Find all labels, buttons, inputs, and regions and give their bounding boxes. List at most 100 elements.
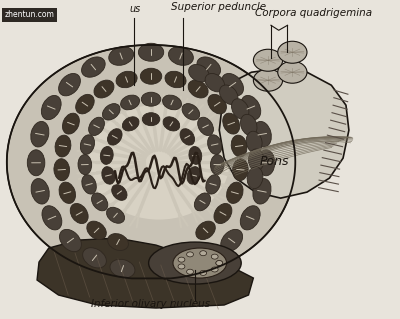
Polygon shape	[219, 68, 349, 198]
Ellipse shape	[214, 204, 232, 224]
Ellipse shape	[187, 269, 194, 274]
Ellipse shape	[189, 146, 202, 164]
Text: zhentun.com: zhentun.com	[5, 10, 55, 19]
Ellipse shape	[232, 99, 249, 119]
Ellipse shape	[108, 234, 128, 250]
Ellipse shape	[180, 129, 194, 145]
Ellipse shape	[206, 175, 220, 194]
Ellipse shape	[200, 251, 206, 256]
Ellipse shape	[165, 71, 186, 88]
Ellipse shape	[82, 175, 96, 194]
Ellipse shape	[253, 69, 283, 91]
Ellipse shape	[100, 146, 113, 164]
Ellipse shape	[253, 179, 271, 204]
Ellipse shape	[196, 248, 220, 268]
Ellipse shape	[78, 155, 92, 174]
Ellipse shape	[31, 179, 49, 204]
Ellipse shape	[278, 61, 307, 83]
Ellipse shape	[196, 221, 215, 240]
Ellipse shape	[223, 113, 240, 134]
Text: Pons: Pons	[260, 155, 290, 168]
Ellipse shape	[208, 135, 222, 154]
Ellipse shape	[221, 229, 243, 252]
Ellipse shape	[82, 57, 105, 77]
Ellipse shape	[55, 135, 71, 157]
Ellipse shape	[240, 114, 257, 136]
Ellipse shape	[109, 47, 134, 65]
Ellipse shape	[62, 113, 79, 134]
Ellipse shape	[189, 64, 209, 82]
Text: Inferior olivary nucleus: Inferior olivary nucleus	[92, 299, 211, 309]
Ellipse shape	[231, 135, 247, 157]
Ellipse shape	[92, 193, 108, 211]
Ellipse shape	[122, 117, 139, 131]
Text: Superior peduncle: Superior peduncle	[170, 2, 266, 12]
Polygon shape	[37, 238, 253, 308]
Ellipse shape	[220, 85, 238, 105]
Ellipse shape	[60, 229, 81, 252]
Ellipse shape	[241, 95, 261, 120]
Ellipse shape	[208, 94, 226, 114]
Ellipse shape	[194, 193, 210, 211]
Ellipse shape	[102, 104, 120, 120]
Ellipse shape	[200, 271, 206, 275]
Ellipse shape	[112, 185, 127, 200]
Ellipse shape	[227, 182, 243, 204]
Ellipse shape	[106, 207, 124, 223]
Ellipse shape	[246, 131, 262, 153]
Ellipse shape	[187, 252, 194, 257]
Ellipse shape	[178, 264, 185, 269]
Ellipse shape	[216, 261, 223, 265]
Ellipse shape	[232, 159, 248, 181]
Ellipse shape	[31, 122, 49, 147]
Ellipse shape	[42, 206, 62, 230]
Ellipse shape	[108, 129, 122, 145]
Ellipse shape	[76, 94, 94, 114]
Ellipse shape	[163, 117, 180, 131]
Ellipse shape	[59, 182, 76, 204]
Ellipse shape	[41, 95, 61, 120]
Text: Corpora quadrigemina: Corpora quadrigemina	[255, 8, 372, 18]
Ellipse shape	[178, 257, 185, 262]
Ellipse shape	[278, 41, 307, 63]
Ellipse shape	[216, 261, 223, 265]
Ellipse shape	[83, 248, 106, 268]
Ellipse shape	[80, 135, 94, 154]
Ellipse shape	[87, 221, 106, 240]
Ellipse shape	[94, 80, 114, 98]
Ellipse shape	[210, 155, 224, 174]
Ellipse shape	[142, 113, 160, 126]
Ellipse shape	[211, 254, 218, 259]
Ellipse shape	[222, 73, 244, 96]
Ellipse shape	[70, 204, 88, 224]
Ellipse shape	[54, 159, 70, 181]
Ellipse shape	[138, 43, 164, 61]
Ellipse shape	[110, 259, 135, 278]
Ellipse shape	[257, 150, 275, 176]
Ellipse shape	[253, 122, 271, 147]
Ellipse shape	[116, 71, 137, 88]
Ellipse shape	[240, 206, 260, 230]
Ellipse shape	[211, 267, 218, 272]
Ellipse shape	[59, 73, 80, 96]
Ellipse shape	[141, 92, 161, 106]
Ellipse shape	[197, 57, 220, 77]
Ellipse shape	[247, 167, 263, 189]
Ellipse shape	[198, 117, 214, 136]
Ellipse shape	[187, 167, 200, 184]
Ellipse shape	[205, 73, 224, 92]
Ellipse shape	[182, 104, 200, 120]
Ellipse shape	[248, 149, 264, 171]
Ellipse shape	[173, 248, 226, 278]
Ellipse shape	[168, 47, 193, 65]
Ellipse shape	[162, 95, 182, 110]
Ellipse shape	[120, 95, 140, 110]
Ellipse shape	[88, 105, 230, 219]
Ellipse shape	[102, 167, 115, 184]
Ellipse shape	[27, 150, 45, 176]
Ellipse shape	[188, 80, 208, 98]
Ellipse shape	[149, 242, 241, 284]
Ellipse shape	[89, 117, 104, 136]
Text: us: us	[130, 4, 141, 14]
Ellipse shape	[253, 49, 283, 71]
